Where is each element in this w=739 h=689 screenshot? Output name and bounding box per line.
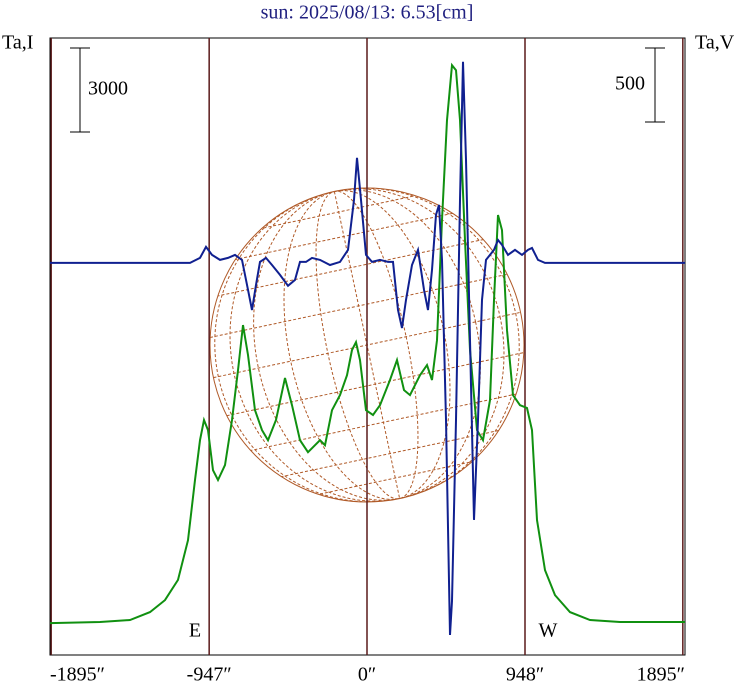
scale-bar-label: 3000 xyxy=(88,78,128,100)
x-tick-label: 0″ xyxy=(358,664,376,686)
east-label: E xyxy=(189,620,201,642)
x-tick-label: -1895″ xyxy=(50,664,105,686)
x-tick-label: 1895″ xyxy=(637,664,685,686)
x-tick-label: -947″ xyxy=(187,664,232,686)
y-axis-label: Ta,I xyxy=(2,32,33,54)
x-tick-label: 948″ xyxy=(506,664,544,686)
west-label: W xyxy=(539,620,558,642)
scale-bar-label: 500 xyxy=(615,73,645,95)
y2-axis-label: Ta,V xyxy=(695,32,735,54)
data-line xyxy=(50,61,685,636)
chart-title: sun: 2025/08/13: 6.53[cm] xyxy=(261,2,474,24)
data-line xyxy=(49,62,685,625)
